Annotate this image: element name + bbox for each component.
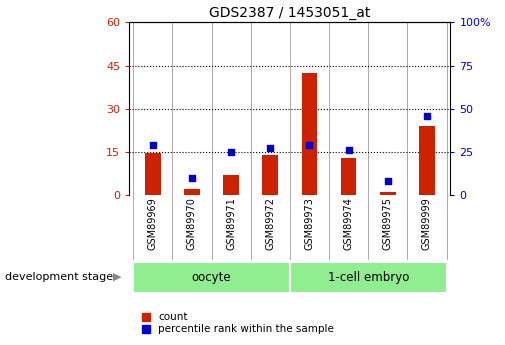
Bar xyxy=(380,192,395,195)
Text: GSM89970: GSM89970 xyxy=(187,197,197,250)
Point xyxy=(384,178,392,184)
Bar xyxy=(290,262,446,293)
Point xyxy=(306,142,314,148)
Point xyxy=(149,142,157,148)
Title: GDS2387 / 1453051_at: GDS2387 / 1453051_at xyxy=(209,6,371,20)
Bar xyxy=(223,175,239,195)
Bar xyxy=(341,158,357,195)
Text: 1-cell embryo: 1-cell embryo xyxy=(328,270,409,284)
Text: GSM89971: GSM89971 xyxy=(226,197,236,250)
Point xyxy=(344,147,352,153)
Bar xyxy=(133,262,290,293)
Bar xyxy=(184,189,200,195)
Bar xyxy=(263,155,278,195)
Text: development stage: development stage xyxy=(5,272,113,282)
Point xyxy=(266,146,274,151)
Bar xyxy=(301,73,317,195)
Text: GSM89974: GSM89974 xyxy=(343,197,354,250)
Text: GSM89999: GSM89999 xyxy=(422,197,432,250)
Text: ▶: ▶ xyxy=(113,272,122,282)
Point xyxy=(227,149,235,155)
Text: GSM89975: GSM89975 xyxy=(383,197,393,250)
Point xyxy=(423,113,431,118)
Text: GSM89973: GSM89973 xyxy=(305,197,315,250)
Legend: count, percentile rank within the sample: count, percentile rank within the sample xyxy=(139,310,336,336)
Text: GSM89972: GSM89972 xyxy=(265,197,275,250)
Text: oocyte: oocyte xyxy=(192,270,231,284)
Bar xyxy=(145,153,161,195)
Point xyxy=(188,175,196,180)
Text: GSM89969: GSM89969 xyxy=(148,197,158,250)
Bar xyxy=(419,126,435,195)
